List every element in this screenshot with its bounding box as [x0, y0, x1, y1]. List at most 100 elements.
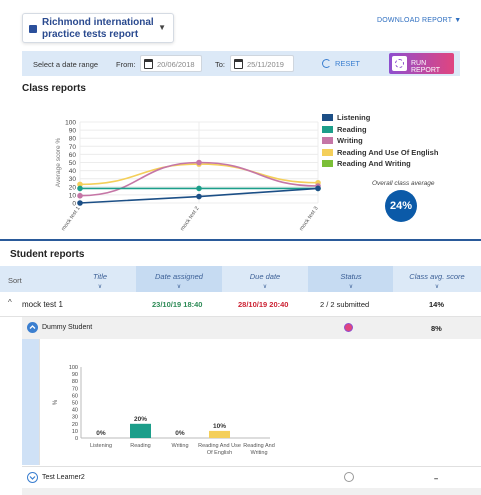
y-tick-label: 30 — [72, 415, 78, 421]
data-point — [77, 192, 83, 199]
chevron-down-icon: ∨ — [176, 284, 182, 290]
legend-item: Listening — [322, 113, 438, 125]
column-avg-score[interactable]: Class avg. score ∨ — [394, 272, 480, 290]
legend-label: Reading — [337, 124, 367, 134]
active-column-highlight — [308, 266, 393, 292]
overall-average-badge: 24% — [385, 190, 417, 222]
x-tick-label: Reading And Writing — [243, 443, 275, 456]
y-tick-label: 90 — [69, 128, 77, 135]
column-avg-score-label: Class avg. score — [409, 272, 465, 281]
collapse-student-icon[interactable] — [27, 322, 38, 333]
sort-label[interactable]: Sort — [8, 276, 22, 285]
student-row-expanded[interactable]: Dummy Student 8% — [22, 317, 481, 339]
run-report-label: RUN REPORT — [411, 60, 441, 74]
x-tick-label: mock test 3 — [299, 206, 320, 232]
test-name: mock test 1 — [22, 300, 63, 309]
data-label: 20% — [134, 416, 147, 423]
data-point — [196, 193, 202, 200]
legend-item: Reading And Writing — [322, 159, 438, 171]
legend-swatch — [322, 125, 333, 133]
data-point — [196, 185, 202, 192]
y-tick-label: 10 — [72, 429, 78, 435]
y-tick-label: 100 — [69, 365, 78, 371]
legend-swatch — [322, 160, 333, 167]
student-reports-heading: Student reports — [10, 249, 85, 260]
legend-label: Writing — [337, 136, 363, 145]
y-axis-label: Average score % — [55, 138, 62, 188]
y-tick-label: 70 — [72, 386, 78, 392]
y-tick-label: 60 — [72, 393, 78, 399]
y-tick-label: 40 — [72, 408, 78, 414]
download-report-button[interactable]: DOWNLOAD REPORT ▼ — [377, 17, 461, 24]
data-point — [196, 159, 202, 166]
y-tick-label: 50 — [72, 401, 78, 407]
legend-label: Reading And Use Of English — [337, 147, 439, 157]
y-tick-label: 50 — [69, 160, 77, 167]
legend-item: Reading And Use Of English — [322, 148, 438, 160]
from-date-input[interactable]: 20/06/2018 — [140, 55, 202, 72]
column-date-assigned-label: Date assigned — [155, 272, 203, 281]
overall-average-label: Overall class average — [372, 180, 435, 187]
run-report-button[interactable]: RUN REPORT — [389, 53, 454, 74]
to-date-input[interactable]: 25/11/2019 — [230, 55, 294, 72]
data-label: 0% — [96, 430, 106, 437]
calendar-icon — [144, 59, 153, 69]
legend-label: Reading And Writing — [337, 159, 411, 168]
data-point — [77, 200, 83, 206]
column-status[interactable]: Status ∨ — [312, 272, 390, 290]
expand-student-icon[interactable] — [27, 472, 38, 483]
section-divider — [0, 239, 481, 241]
legend-swatch — [322, 137, 333, 144]
column-title[interactable]: Title ∨ — [70, 272, 130, 290]
from-date-value: 20/06/2018 — [157, 60, 195, 69]
bar — [130, 423, 151, 438]
reset-label: RESET — [335, 59, 361, 68]
student-row-collapsed[interactable]: Test Learner2 – — [22, 466, 481, 488]
collapse-icon[interactable]: ^ — [8, 298, 12, 307]
student-detail-panel: 0 10 20 30 40 50 60 70 80 90 100% 0% Listening 20% Rea… — [39, 339, 481, 465]
x-tick-label: Writing — [171, 443, 188, 449]
column-title-label: Title — [92, 272, 108, 281]
y-tick-label: 80 — [72, 379, 78, 385]
student-score: – — [434, 474, 439, 483]
column-due-date-label: Due date — [249, 272, 281, 281]
report-title: Richmond international practice tests re… — [42, 17, 154, 40]
y-tick-label: 100 — [65, 120, 76, 127]
refresh-icon — [322, 59, 331, 68]
y-tick-label: 90 — [72, 372, 78, 378]
active-column-highlight — [136, 266, 222, 292]
legend-item: Reading — [322, 125, 438, 137]
chevron-down-icon: ∨ — [348, 284, 354, 290]
reset-button[interactable]: RESET — [322, 59, 360, 68]
y-tick-label: 20 — [72, 422, 78, 428]
data-point — [315, 185, 321, 192]
report-selector[interactable]: Richmond international practice tests re… — [22, 13, 174, 43]
from-label: From: — [116, 60, 136, 69]
table-row[interactable]: ^ mock test 1 23/10/19 18:40 28/10/19 20… — [0, 292, 481, 317]
column-due-date[interactable]: Due date ∨ — [226, 272, 304, 290]
date-assigned-value: 23/10/19 18:40 — [152, 300, 203, 309]
date-range-prompt: Select a date range — [33, 60, 99, 69]
class-score-value: 14% — [429, 300, 445, 309]
chart-icon — [29, 25, 37, 33]
table-footer — [22, 488, 481, 495]
chevron-down-icon: ∨ — [97, 284, 103, 290]
data-point — [77, 181, 83, 188]
y-tick-label: 40 — [69, 168, 77, 175]
y-tick-label: 20 — [69, 184, 77, 191]
y-tick-label: 70 — [69, 144, 77, 151]
submitted-status-icon — [344, 323, 353, 332]
chevron-down-icon: ∨ — [262, 284, 268, 290]
legend-swatch — [322, 114, 333, 121]
data-label: 0% — [175, 430, 185, 437]
to-label: To: — [215, 60, 226, 69]
y-tick-label: 10 — [69, 192, 77, 199]
y-tick-label: 0 — [72, 201, 76, 208]
download-report-label: DOWNLOAD REPORT — [377, 17, 453, 24]
y-axis-label: % — [53, 399, 59, 405]
column-date-assigned[interactable]: Date assigned ∨ — [140, 272, 218, 290]
to-date-value: 25/11/2019 — [247, 60, 284, 69]
x-tick-label: Reading And Use Of English — [198, 443, 241, 456]
y-tick-label: 80 — [69, 136, 77, 143]
